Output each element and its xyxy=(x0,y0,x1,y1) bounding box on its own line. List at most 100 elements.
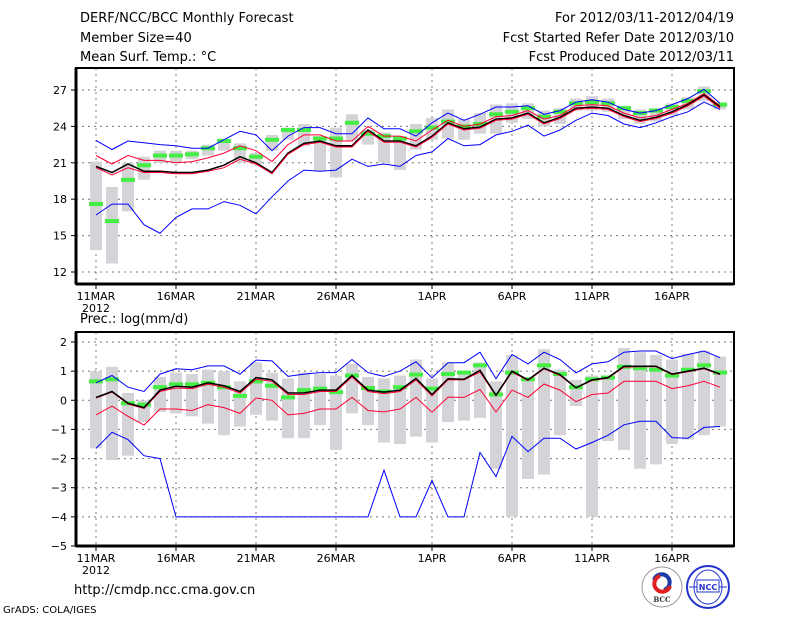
x-tick-label: 16MAR xyxy=(157,290,196,303)
observed-marker xyxy=(313,136,327,141)
observed-marker xyxy=(425,125,439,130)
observed-marker xyxy=(153,385,167,390)
y-tick-label: 24 xyxy=(53,120,67,133)
series-line-mean xyxy=(95,365,721,409)
observed-marker xyxy=(185,382,199,387)
y-tick-label: 2 xyxy=(60,336,67,349)
series-line-min xyxy=(95,420,721,518)
ncc-logo: NCC xyxy=(686,565,730,609)
start-date: Fcst Started Refer Date 2012/03/10 xyxy=(503,31,734,46)
range-bar xyxy=(346,363,358,414)
observed-marker xyxy=(233,146,247,151)
x-tick-label: 26MAR xyxy=(317,290,356,303)
produced-date: Fcst Produced Date 2012/03/11 xyxy=(529,50,734,65)
range-bar xyxy=(458,371,470,421)
observed-marker xyxy=(409,372,423,377)
ncc-logo-text: NCC xyxy=(699,583,718,592)
observed-marker xyxy=(185,152,199,157)
observed-marker xyxy=(537,114,551,119)
range-bar xyxy=(394,375,406,444)
observed-marker xyxy=(665,373,679,378)
observed-marker xyxy=(89,202,103,207)
range-bar xyxy=(714,356,726,427)
range-bar xyxy=(282,378,294,439)
observed-marker xyxy=(713,370,727,375)
y-tick-label: 1 xyxy=(60,365,67,378)
y-tick-label: −2 xyxy=(51,453,67,466)
observed-marker xyxy=(105,219,119,224)
series-line-min xyxy=(95,101,721,234)
observed-marker xyxy=(409,129,423,134)
observed-marker xyxy=(297,128,311,133)
range-bar xyxy=(298,372,310,439)
x-tick-label: 1APR xyxy=(418,552,447,565)
y-tick-label: 21 xyxy=(53,157,67,170)
observed-marker xyxy=(473,363,487,368)
x-tick-label: 11MAR xyxy=(77,552,116,565)
range-bar xyxy=(314,136,326,172)
observed-marker xyxy=(249,154,263,159)
range-bar xyxy=(538,349,550,475)
series-line-max xyxy=(95,350,721,393)
bcc-logo: BCC xyxy=(641,566,683,608)
figure-title: DERF/NCC/BCC Monthly Forecast xyxy=(80,11,294,26)
observed-marker xyxy=(681,367,695,372)
range-bar xyxy=(90,371,102,449)
observed-marker xyxy=(249,379,263,384)
series-line-max xyxy=(95,88,721,152)
range-bar xyxy=(234,381,246,427)
x-year-label: 2012 xyxy=(82,302,110,315)
range-bar xyxy=(698,350,710,436)
range-bar xyxy=(522,378,534,479)
range-bar xyxy=(490,381,502,469)
observed-marker xyxy=(137,402,151,407)
y-tick-label: −5 xyxy=(51,540,67,553)
y-tick-label: 18 xyxy=(53,193,67,206)
member-size: Member Size=40 xyxy=(80,31,192,46)
observed-marker xyxy=(393,385,407,390)
variable-label: Mean Surf. Temp.: °C xyxy=(80,50,216,65)
observed-marker xyxy=(553,109,567,114)
observed-marker xyxy=(313,386,327,391)
observed-marker xyxy=(169,153,183,158)
range-bar xyxy=(682,353,694,440)
x-tick-label: 16APR xyxy=(654,552,690,565)
observed-marker xyxy=(89,379,103,384)
observed-marker xyxy=(153,153,167,158)
x-tick-label: 16APR xyxy=(654,290,690,303)
observed-marker xyxy=(601,101,615,106)
observed-marker xyxy=(521,106,535,111)
range-bar xyxy=(106,366,118,461)
range-bar xyxy=(218,139,230,151)
precipitation-chart: −5 −4 −3 −2 −1 0 1 2 11MAR 16MAR 21MAR 26MAR 1APR 6AP… xyxy=(51,331,735,577)
observed-marker xyxy=(617,106,631,111)
series-line-upper xyxy=(95,92,721,165)
range-bar xyxy=(602,375,614,442)
y-tick-label: 12 xyxy=(53,266,67,279)
y-tick-label: 15 xyxy=(53,230,67,243)
x-year-label: 2012 xyxy=(82,564,110,577)
range-bar xyxy=(394,136,406,171)
observed-marker xyxy=(393,136,407,141)
observed-marker xyxy=(361,386,375,391)
range-bar xyxy=(138,156,150,180)
observed-marker xyxy=(697,363,711,368)
x-tick-label: 11APR xyxy=(574,552,610,565)
x-tick-label: 21MAR xyxy=(237,290,276,303)
range-bar xyxy=(426,378,438,443)
observed-marker xyxy=(233,393,247,398)
series-line-lower xyxy=(95,380,721,426)
range-bar xyxy=(618,347,630,450)
observed-marker xyxy=(281,395,295,400)
x-tick-label: 11MAR xyxy=(77,290,116,303)
range-bar xyxy=(666,359,678,444)
range-bar xyxy=(122,162,134,212)
observed-marker xyxy=(441,372,455,377)
range-bar xyxy=(122,393,134,456)
observed-marker xyxy=(265,137,279,142)
x-tick-label: 11APR xyxy=(574,290,610,303)
observed-marker xyxy=(633,366,647,371)
range-bar xyxy=(202,369,214,424)
source-url[interactable]: http://cmdp.ncc.cma.gov.cn xyxy=(74,583,255,598)
